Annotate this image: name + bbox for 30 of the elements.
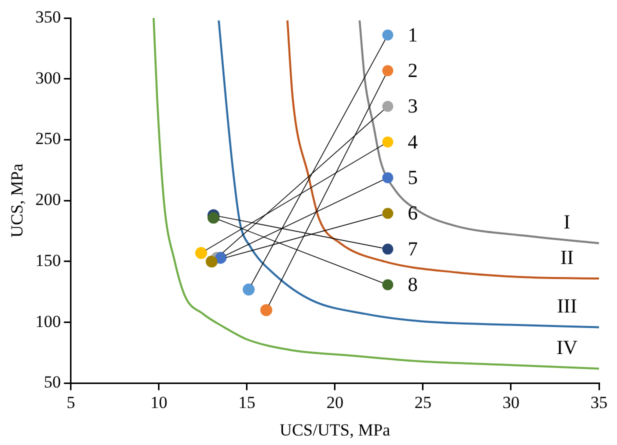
x-tick-label: 5 (66, 392, 76, 412)
y-tick-label: 250 (35, 129, 61, 148)
line-series (152, 18, 599, 370)
y-tick-label: 350 (35, 7, 61, 26)
legend-label: 7 (408, 238, 418, 260)
legend-label: 5 (408, 166, 418, 189)
legend-label: 6 (408, 202, 418, 225)
y-tick-label: 50 (44, 372, 61, 392)
legend-label: 1 (408, 24, 418, 46)
x-tick-label: 20 (326, 392, 344, 412)
x-tick-label: 15 (238, 392, 256, 412)
x-axis-title: UCS/UTS, MPa (280, 420, 391, 440)
x-tick-label: 25 (414, 392, 432, 412)
line-series (218, 19, 599, 328)
x-tick-label: 30 (502, 392, 520, 412)
legend-label: 8 (408, 274, 418, 296)
legend-label: 3 (408, 96, 418, 118)
y-tick-label: 150 (35, 250, 61, 270)
y-tick-label: 100 (35, 312, 61, 331)
x-tick-label: 10 (150, 392, 168, 412)
series-label: III (557, 295, 577, 318)
series-label: II (560, 246, 574, 269)
y-axis-title: UCS, MPa (8, 163, 27, 238)
x-tick-label: 35 (590, 392, 608, 412)
y-tick-label: 300 (35, 68, 61, 88)
series-label: I (564, 211, 570, 234)
legend-label: 2 (408, 60, 418, 82)
series-label: IV (556, 336, 578, 359)
y-tick-label: 200 (35, 190, 61, 210)
legend-label: 4 (408, 131, 418, 154)
